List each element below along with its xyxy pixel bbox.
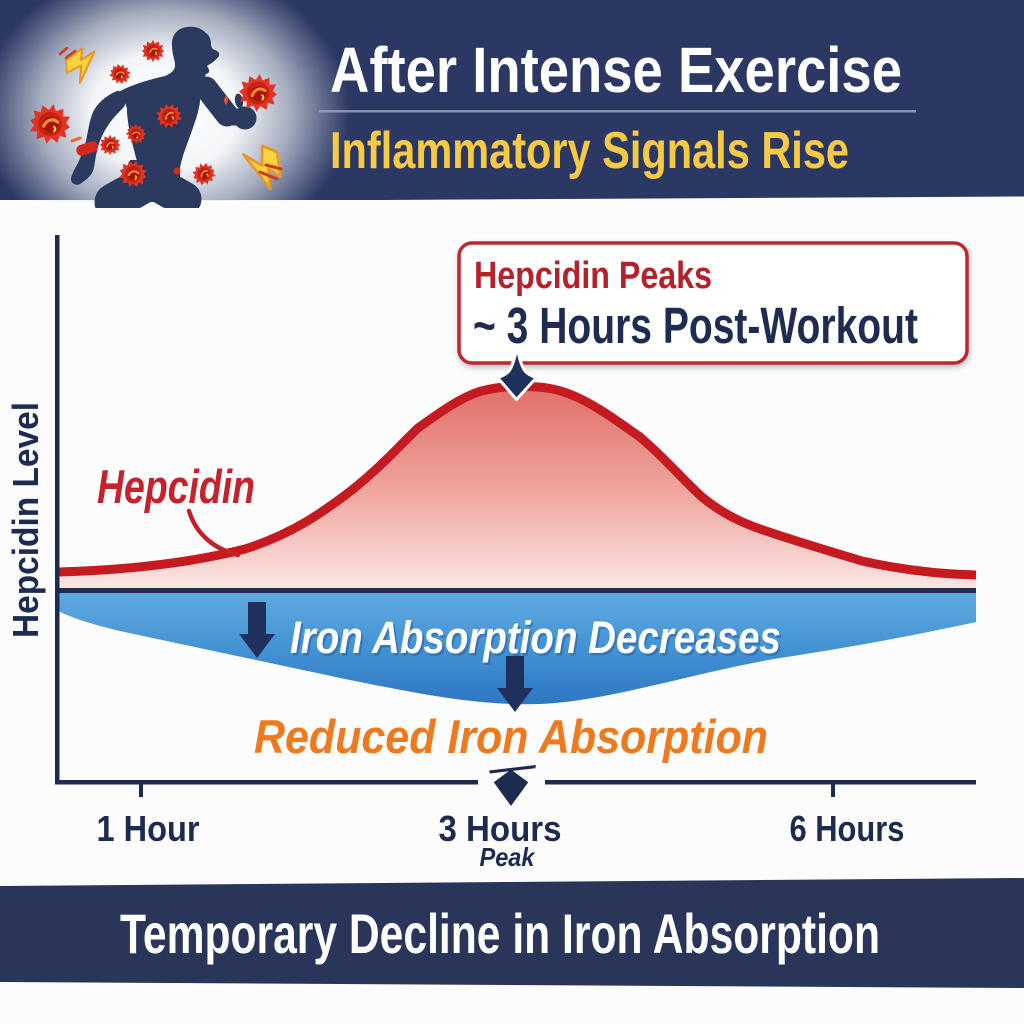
svg-text:Hepcidin Level: Hepcidin Level <box>5 402 46 638</box>
svg-text:Reduced Iron Absorption: Reduced Iron Absorption <box>254 710 768 763</box>
svg-text:~ 3 Hours Post-Workout: ~ 3 Hours Post-Workout <box>473 297 918 354</box>
svg-text:1 Hour: 1 Hour <box>97 808 200 849</box>
svg-text:After Intense Exercise: After Intense Exercise <box>330 34 902 106</box>
svg-text:3 Hours: 3 Hours <box>439 808 562 849</box>
svg-text:Temporary Decline in Iron Abso: Temporary Decline in Iron Absorption <box>120 902 880 965</box>
svg-text:Peak: Peak <box>480 842 536 872</box>
svg-text:Iron Absorption Decreases: Iron Absorption Decreases <box>290 612 781 663</box>
svg-text:6 Hours: 6 Hours <box>790 808 905 849</box>
svg-text:Inflammatory Signals Rise: Inflammatory Signals Rise <box>330 122 849 180</box>
svg-text:Hepcidin Peaks: Hepcidin Peaks <box>474 255 712 297</box>
svg-text:Hepcidin: Hepcidin <box>97 460 255 513</box>
svg-text:Iron Absorption Decreases: Iron Absorption Decreases <box>292 615 783 666</box>
